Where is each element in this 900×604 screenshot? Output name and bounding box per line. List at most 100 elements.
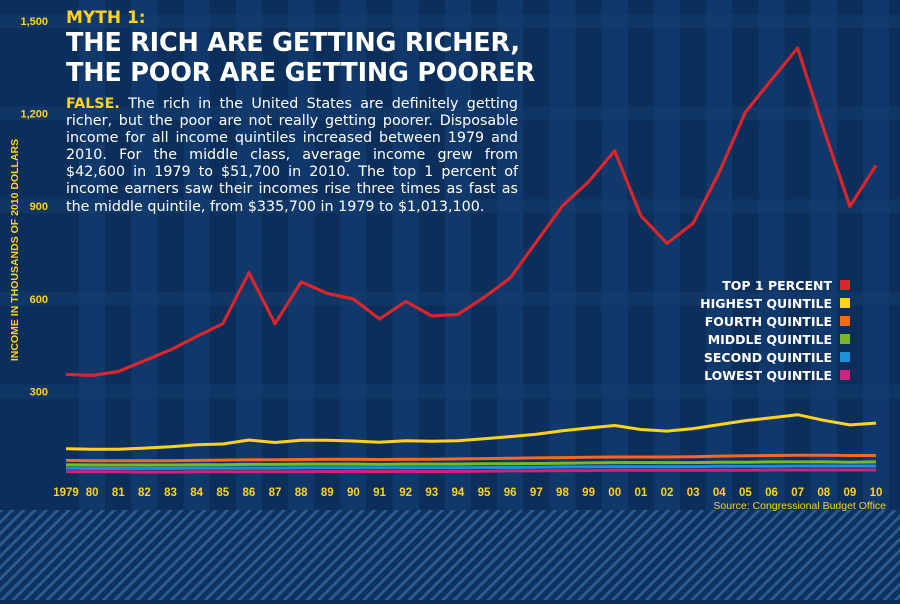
- series-line-fourth-quintile: [65, 453, 876, 463]
- headline-line-2: THE POOR ARE GETTING POORER: [66, 58, 535, 88]
- year-band: [601, 0, 628, 510]
- legend-label: TOP 1 PERCENT: [722, 277, 832, 293]
- x-tick-label: 93: [425, 487, 438, 499]
- x-tick-label: 88: [295, 487, 308, 499]
- source-note: Source: Congressional Budget Office: [713, 500, 886, 512]
- year-band: [653, 0, 681, 510]
- x-axis-ticks: 1979 80 81 82 83 84 85 86 87 88 89 90 91 92 93 94 95 96 97…: [53, 487, 882, 499]
- year-band: [758, 0, 785, 510]
- legend-item-second-quintile: SECOND QUINTILE: [560, 348, 850, 366]
- legend-swatch: [840, 334, 850, 344]
- gridline: [0, 106, 900, 121]
- series-line-highest-quintile: [65, 413, 877, 451]
- legend-swatch: [840, 352, 850, 362]
- x-tick-label: 09: [843, 487, 856, 499]
- legend-item-top-1-percent: TOP 1 PERCENT: [560, 276, 850, 294]
- headline-line-1: THE RICH ARE GETTING RICHER,: [66, 28, 520, 58]
- gridline: [0, 199, 900, 214]
- year-band: [288, 0, 315, 510]
- x-tick-label: 97: [530, 487, 543, 499]
- legend-item-middle-quintile: MIDDLE QUINTILE: [560, 330, 850, 348]
- body-text: The rich in the United States are defini…: [66, 96, 518, 215]
- y-tick-label: 1,500: [20, 16, 48, 28]
- x-tick-label: 94: [452, 487, 465, 499]
- x-tick-label: 03: [687, 487, 700, 499]
- year-bands: [79, 0, 890, 510]
- legend-item-fourth-quintile: FOURTH QUINTILE: [560, 312, 850, 330]
- body-paragraph: FALSE. The rich in the United States are…: [66, 96, 518, 216]
- x-tick-label: 00: [608, 487, 621, 499]
- legend-item-lowest-quintile: LOWEST QUINTILE: [560, 366, 850, 384]
- x-tick-label: 10: [870, 487, 883, 499]
- gridline: [0, 384, 900, 399]
- x-tick-label: 91: [373, 487, 386, 499]
- legend-label: HIGHEST QUINTILE: [700, 295, 832, 311]
- series-line-second-quintile: [65, 464, 876, 470]
- y-axis-ticks: 300 600 900 1,200 1,500: [20, 16, 48, 398]
- x-tick-label: 08: [817, 487, 830, 499]
- headline: THE RICH ARE GETTING RICHER, THE POOR AR…: [66, 28, 586, 88]
- x-tick-label: 85: [216, 487, 229, 499]
- legend-swatch: [840, 298, 850, 308]
- x-tick-label: 84: [190, 487, 203, 499]
- legend-item-highest-quintile: HIGHEST QUINTILE: [560, 294, 850, 312]
- legend-label: SECOND QUINTILE: [703, 349, 832, 365]
- legend: TOP 1 PERCENT HIGHEST QUINTILE FOURTH QUIN…: [560, 276, 850, 384]
- y-tick-label: 300: [30, 386, 48, 398]
- x-tick-label: 98: [556, 487, 569, 499]
- legend-swatch: [840, 316, 850, 326]
- x-tick-label: 99: [582, 487, 595, 499]
- year-band: [131, 0, 158, 510]
- y-tick-label: 1,200: [20, 109, 48, 121]
- year-band: [235, 0, 262, 510]
- x-tick-label: 83: [164, 487, 177, 499]
- year-band: [810, 0, 837, 510]
- year-band: [392, 0, 419, 510]
- year-band: [79, 0, 106, 510]
- legend-label: LOWEST QUINTILE: [704, 367, 832, 383]
- legend-label: FOURTH QUINTILE: [704, 313, 832, 329]
- x-tick-label: 95: [478, 487, 491, 499]
- x-tick-label: 07: [791, 487, 804, 499]
- x-tick-label: 81: [112, 487, 125, 499]
- x-tick-label: 82: [138, 487, 151, 499]
- series-line-middle-quintile: [65, 460, 877, 467]
- x-tick-label: 04: [713, 487, 726, 499]
- year-band: [706, 0, 733, 510]
- x-tick-label: 96: [504, 487, 517, 499]
- legend-swatch: [840, 370, 850, 380]
- gridlines: [0, 14, 900, 399]
- year-band: [862, 0, 890, 510]
- legend-label: MIDDLE QUINTILE: [707, 331, 832, 347]
- x-tick-label: 1979: [53, 487, 79, 499]
- y-tick-label: 600: [30, 294, 48, 306]
- gridline: [0, 14, 900, 28]
- hatched-footer: [0, 510, 900, 600]
- year-band: [444, 0, 471, 510]
- y-axis-label: INCOME IN THOUSANDS OF 2010 DOLLARS: [9, 139, 21, 361]
- series-line-top-1-percent: [65, 46, 878, 378]
- legend-swatch: [840, 280, 850, 290]
- x-tick-label: 80: [86, 487, 99, 499]
- y-tick-label: 900: [30, 201, 48, 213]
- x-tick-label: 86: [243, 487, 256, 499]
- myth-label: MYTH 1:: [66, 8, 146, 28]
- series-lines: [65, 46, 878, 474]
- x-tick-label: 90: [347, 487, 360, 499]
- year-band: [183, 0, 210, 510]
- x-tick-label: 87: [269, 487, 282, 499]
- x-tick-label: 89: [321, 487, 334, 499]
- year-band: [497, 0, 524, 510]
- x-tick-label: 05: [739, 487, 752, 499]
- year-band: [549, 0, 576, 510]
- x-tick-label: 06: [765, 487, 778, 499]
- gridline: [0, 291, 900, 306]
- x-tick-label: 01: [634, 487, 647, 499]
- year-band: [340, 0, 367, 510]
- series-line-lowest-quintile: [66, 468, 876, 474]
- x-tick-label: 02: [661, 487, 674, 499]
- x-tick-label: 92: [399, 487, 412, 499]
- body-lead: FALSE.: [66, 96, 120, 112]
